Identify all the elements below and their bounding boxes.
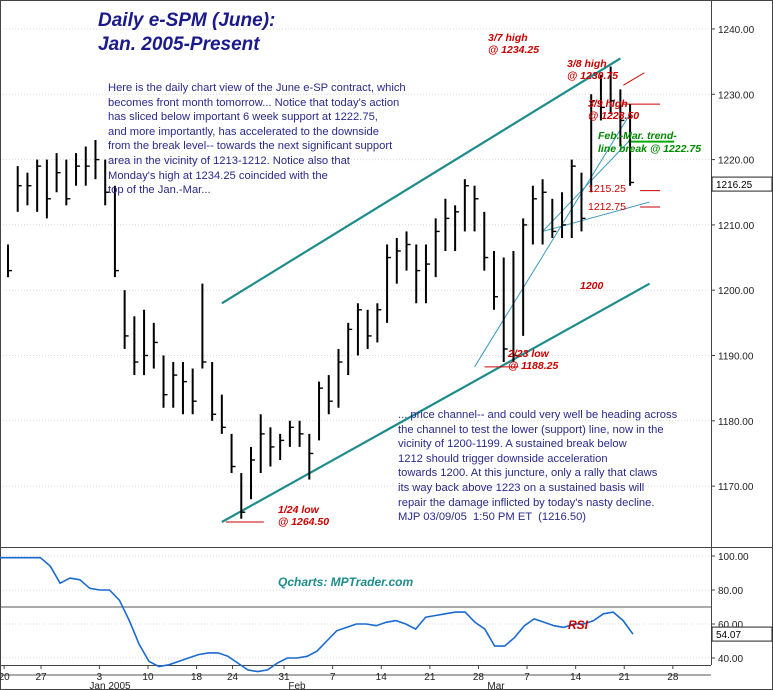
trend-line xyxy=(542,139,631,232)
chart-title-line-1: Daily e-SPM (June): xyxy=(98,10,276,31)
rsi-value-box xyxy=(711,626,773,642)
price-tick-label: 1200.00 xyxy=(718,286,755,297)
annotation-3-8-high: 3/8 high @ 1230.75 xyxy=(567,58,619,82)
trend-line xyxy=(474,113,631,368)
pointer-3-8-high xyxy=(623,72,645,86)
month-label: Jan 2005 xyxy=(89,681,131,690)
annotation-3-7-high: 3/7 high @ 1234.25 xyxy=(488,32,540,56)
chart-credit: Qcharts: MPTrader.com xyxy=(278,575,414,589)
rsi-tick-label: 40.00 xyxy=(718,654,743,665)
rsi-panel xyxy=(0,556,711,676)
last-price-box xyxy=(711,176,773,192)
rsi-tick-label: 80.00 xyxy=(718,586,743,597)
time-tick-label: 7 xyxy=(524,672,530,683)
time-tick-label: 21 xyxy=(619,672,631,683)
price-tick-label: 1230.00 xyxy=(718,90,755,101)
time-tick-label: 21 xyxy=(424,672,436,683)
time-tick-label: 18 xyxy=(191,672,203,683)
chart-title-line-2: Jan. 2005-Present xyxy=(98,34,260,55)
time-tick-label: 10 xyxy=(142,672,154,683)
time-tick-label: 28 xyxy=(667,672,679,683)
time-tick-label: 20 xyxy=(0,672,10,683)
time-tick-label: 14 xyxy=(570,672,582,683)
level-1212-75-label: 1212.75 xyxy=(588,201,626,213)
price-bars xyxy=(7,66,635,519)
time-tick-label: 27 xyxy=(35,672,47,683)
time-tick-label: 3 xyxy=(97,672,103,683)
level-1215-25-label: 1215.25 xyxy=(588,183,626,195)
annotation-3-9-high: 3/9 high @ 1228.50 xyxy=(588,98,640,122)
trend-line xyxy=(542,201,650,232)
price-tick-label: 1180.00 xyxy=(718,417,754,428)
time-tick-label: 7 xyxy=(330,672,336,683)
annotation-2-23-low: 2/23 low @ 1188.25 xyxy=(508,348,559,372)
month-label: Feb xyxy=(288,681,306,690)
month-label: Mar xyxy=(487,681,505,690)
channel-line-upper xyxy=(221,57,621,305)
rsi-tick-label: 100.00 xyxy=(718,552,749,563)
commentary-top: Here is the daily chart view of the June… xyxy=(108,82,406,197)
rsi-label: RSI xyxy=(568,618,589,632)
last-price-label: 1216.25 xyxy=(716,180,753,191)
time-tick-label: 31 xyxy=(278,672,290,683)
trend-lines xyxy=(221,57,675,523)
price-tick-label: 1220.00 xyxy=(718,156,755,167)
price-tick-label: 1170.00 xyxy=(718,482,754,493)
axis-labels: 1170.00 1180.00 1190.00 1200.00 1210.00 1220.… xyxy=(0,25,773,690)
price-tick-label: 1190.00 xyxy=(718,352,754,363)
commentary-bottom: ... price channel-- and could very well … xyxy=(398,409,678,524)
rsi-value-label: 54.07 xyxy=(716,630,741,641)
rsi-tick-label: 60.00 xyxy=(718,620,743,631)
annotation-1-24-low: 1/24 low @ 1264.50 xyxy=(278,504,330,528)
time-tick-label: 14 xyxy=(376,672,388,683)
price-tick-label: 1240.00 xyxy=(718,25,755,36)
channel-line-lower xyxy=(221,282,651,523)
trendline-break-label: Feb.-Mar. trend- line break @ 1222.75 xyxy=(598,130,702,155)
time-tick-label: 28 xyxy=(473,672,485,683)
rsi-line xyxy=(0,556,634,673)
time-tick-label: 24 xyxy=(227,672,239,683)
annotation-1200: 1200 xyxy=(580,280,604,292)
price-tick-label: 1210.00 xyxy=(718,221,755,232)
